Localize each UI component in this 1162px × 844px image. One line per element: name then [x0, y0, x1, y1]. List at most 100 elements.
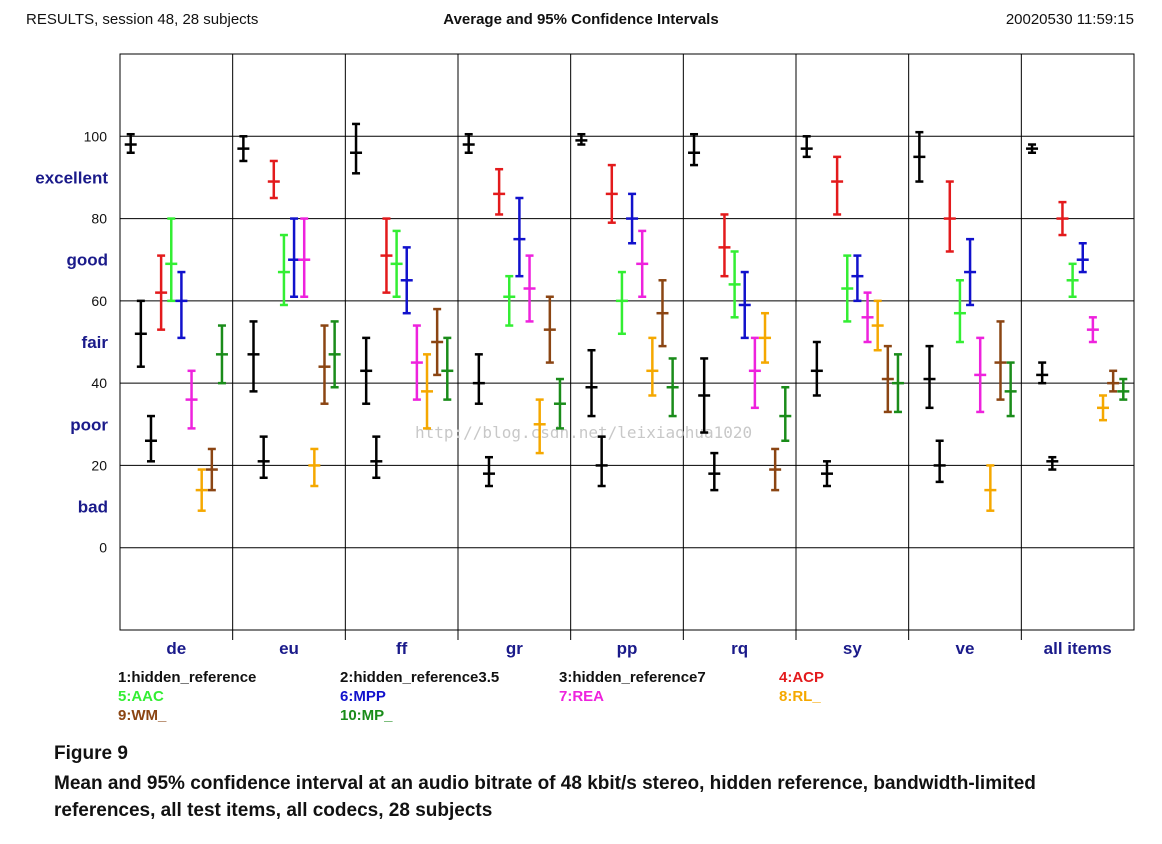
error-bar	[585, 348, 598, 418]
error-bar	[1026, 143, 1039, 154]
legend-item: 10:MP_	[340, 707, 393, 724]
error-bar	[759, 311, 772, 364]
quality-label: bad	[78, 498, 108, 517]
error-bar	[769, 447, 782, 492]
error-bar	[923, 344, 936, 410]
error-bar	[1066, 262, 1079, 298]
y-tick-label: 0	[99, 540, 107, 556]
error-bar	[350, 122, 363, 175]
y-tick-label: 100	[84, 128, 108, 144]
category-label: pp	[617, 639, 638, 658]
error-bar	[247, 320, 260, 393]
category-label: de	[166, 639, 186, 658]
error-bar	[953, 279, 966, 344]
error-bar	[380, 217, 393, 294]
error-bar	[800, 135, 813, 159]
error-bar	[431, 307, 444, 377]
header-chart-title: Average and 95% Confidence Intervals	[443, 11, 719, 28]
category-label: ff	[396, 639, 408, 658]
error-bar	[328, 320, 341, 389]
error-bar	[472, 353, 485, 405]
error-bar	[215, 324, 228, 385]
error-bar	[237, 135, 250, 163]
error-bar-chart: 100 80 60 40 20 0 excellent good fair poor bad http…	[35, 53, 1135, 658]
error-bar	[984, 464, 997, 512]
error-bar	[861, 291, 874, 344]
error-bar	[421, 353, 434, 430]
error-bar	[1086, 316, 1099, 344]
error-bar	[503, 274, 516, 327]
category-label: eu	[279, 639, 299, 658]
error-bar	[1004, 361, 1017, 418]
category-label: ve	[956, 639, 975, 658]
error-bar	[779, 386, 792, 442]
error-bar	[195, 468, 208, 512]
error-bar	[441, 336, 454, 401]
legend-item: 8:RL_	[779, 688, 821, 705]
y-tick-label: 80	[91, 211, 107, 227]
error-bar	[575, 132, 588, 146]
error-bar	[155, 254, 168, 331]
error-bar	[318, 324, 331, 405]
error-bar	[626, 192, 639, 245]
quality-label: excellent	[35, 168, 108, 187]
error-bar	[1117, 377, 1130, 401]
header-timestamp: 20020530 11:59:15	[1005, 11, 1134, 28]
error-bar	[482, 455, 495, 488]
error-bar	[390, 229, 403, 298]
error-bar	[370, 435, 383, 480]
y-tick-label: 40	[91, 375, 107, 391]
header-session-info: RESULTS, session 48, 28 subjects	[26, 11, 259, 28]
legend-item: 9:WM_	[118, 707, 167, 724]
error-bar	[943, 180, 956, 253]
error-bar	[134, 299, 147, 368]
error-bar	[688, 132, 701, 167]
error-bar	[738, 270, 751, 340]
error-bar	[698, 357, 711, 434]
error-bar	[288, 217, 301, 298]
error-bar	[708, 451, 721, 492]
error-bar	[1107, 369, 1120, 393]
error-bar	[543, 295, 556, 364]
error-bar	[1036, 361, 1049, 385]
legend-item: 4:ACP	[779, 669, 825, 686]
error-bar	[124, 132, 137, 154]
quality-label: poor	[70, 415, 108, 434]
error-bar	[277, 233, 290, 307]
error-bar	[513, 196, 526, 278]
error-bar	[523, 254, 536, 323]
error-bar	[257, 435, 270, 480]
quality-label: good	[66, 251, 108, 270]
error-bar	[493, 167, 506, 216]
error-bar	[933, 439, 946, 484]
error-bar	[1046, 455, 1059, 471]
error-bar	[810, 340, 823, 397]
y-tick-label: 60	[91, 293, 107, 309]
legend-item: 3:hidden_reference7	[559, 669, 706, 686]
error-bar	[636, 229, 649, 298]
error-bar	[1076, 242, 1089, 274]
error-bar	[871, 299, 884, 352]
category-label: sy	[843, 639, 862, 658]
error-bar	[974, 336, 987, 414]
error-bar	[185, 369, 198, 430]
error-bar	[308, 447, 321, 488]
legend-item: 1:hidden_reference	[118, 669, 257, 686]
error-bar	[595, 435, 608, 488]
error-bar	[410, 324, 423, 401]
error-bar	[820, 460, 833, 488]
error-bar	[360, 336, 373, 405]
error-bar	[656, 279, 669, 348]
error-bar	[851, 254, 864, 303]
legend-item: 7:REA	[559, 688, 605, 705]
plot-frame	[119, 53, 1135, 631]
legend-item: 5:AAC	[118, 688, 164, 705]
error-bar	[748, 336, 761, 410]
error-bar	[144, 414, 157, 463]
error-bar	[728, 250, 741, 319]
error-bar	[205, 447, 218, 492]
error-bar	[1097, 394, 1110, 422]
error-bar	[298, 217, 311, 298]
quality-label: fair	[82, 333, 109, 352]
error-bar	[891, 353, 904, 414]
